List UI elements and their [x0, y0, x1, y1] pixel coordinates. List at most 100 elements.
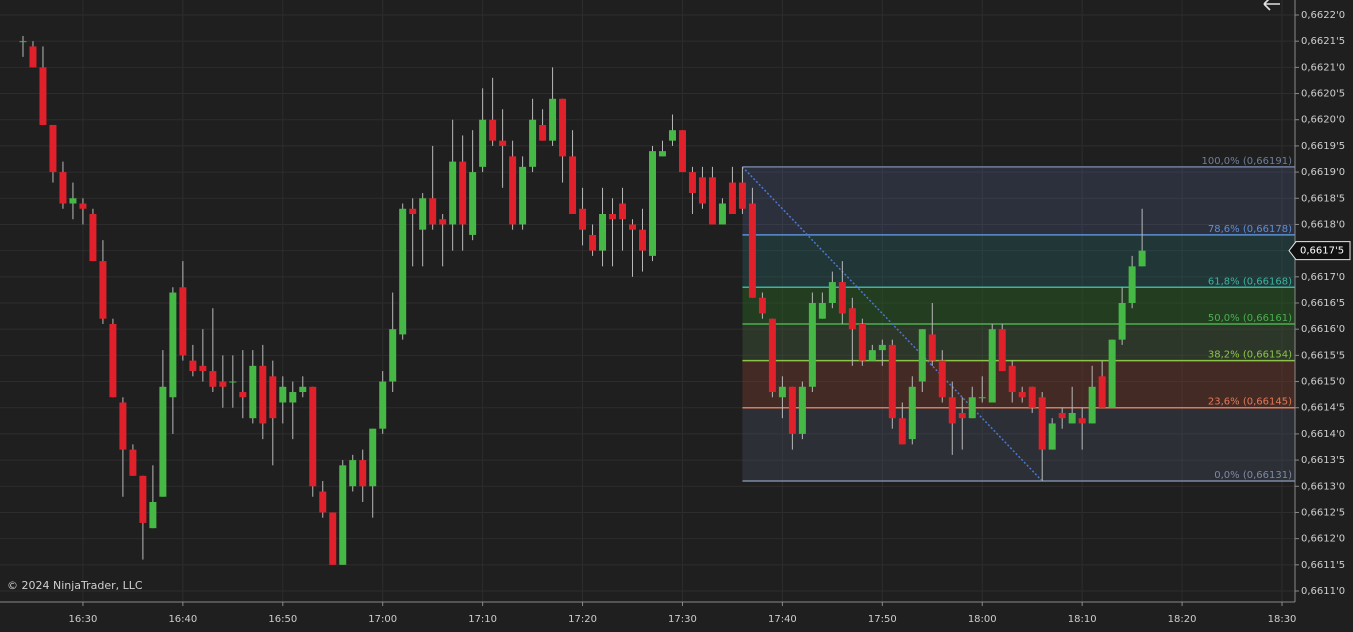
- fib-label: 50,0% (0,66161): [1208, 313, 1292, 324]
- fib-band: [742, 166, 1295, 235]
- candle-body: [629, 224, 637, 230]
- candle-body: [319, 491, 327, 513]
- candle-body: [908, 386, 916, 440]
- candle-body: [189, 360, 197, 372]
- y-tick-label: 0,6615'0: [1301, 377, 1345, 388]
- candle-body: [269, 376, 277, 419]
- candle-body: [29, 46, 37, 68]
- candle-body: [289, 392, 297, 403]
- candle-body: [379, 381, 387, 429]
- candle-body: [229, 381, 237, 383]
- candle-body: [798, 386, 806, 434]
- y-tick-label: 0,6621'5: [1301, 36, 1345, 47]
- candle-body: [519, 166, 527, 225]
- candle-body: [1078, 418, 1086, 424]
- y-tick-label: 0,6613'5: [1301, 455, 1345, 466]
- candle-body: [708, 177, 716, 225]
- fib-label: 61,8% (0,66168): [1208, 276, 1292, 287]
- candle-body: [678, 130, 686, 173]
- y-tick-label: 0,6618'0: [1301, 219, 1345, 230]
- candle-body: [529, 119, 537, 167]
- x-tick-label: 18:10: [1068, 614, 1097, 625]
- y-tick-label: 0,6615'5: [1301, 350, 1345, 361]
- candle-body: [778, 386, 786, 398]
- candle-body: [169, 292, 177, 398]
- y-tick-label: 0,6619'0: [1301, 167, 1345, 178]
- candle-body: [619, 203, 627, 220]
- candle-body: [718, 203, 726, 225]
- candle-body: [918, 329, 926, 382]
- candle-body: [409, 208, 417, 214]
- candle-body: [329, 512, 337, 565]
- candle-body: [1098, 376, 1106, 408]
- candle-body: [599, 213, 607, 251]
- candle-body: [389, 329, 397, 382]
- candle-body: [988, 329, 996, 403]
- last-price-box: [1288, 241, 1351, 261]
- candle-body: [419, 198, 427, 230]
- x-tick-label: 17:20: [568, 614, 597, 625]
- candle-body: [49, 124, 57, 173]
- candle-body: [239, 392, 247, 398]
- y-tick-label: 0,6614'0: [1301, 429, 1345, 440]
- y-tick-label: 0,6618'5: [1301, 193, 1345, 204]
- candle-body: [1028, 386, 1036, 408]
- candle-body: [209, 371, 217, 387]
- candle-body: [359, 460, 367, 487]
- candle-body: [559, 98, 567, 157]
- candle-body: [79, 203, 87, 209]
- candle-body: [968, 397, 976, 419]
- candle-body: [788, 386, 796, 434]
- back-arrow[interactable]: [1263, 0, 1280, 11]
- candle-body: [299, 386, 307, 393]
- candle-body: [1048, 423, 1056, 450]
- candle-body: [139, 475, 147, 523]
- fib-label: 100,0% (0,66191): [1202, 156, 1293, 167]
- y-tick-label: 0,6616'0: [1301, 324, 1345, 335]
- candle-body: [878, 344, 886, 351]
- candle-body: [838, 282, 846, 314]
- candle-body: [279, 386, 287, 403]
- candle-body: [259, 365, 267, 424]
- candle-body: [639, 229, 647, 251]
- candle-body: [848, 308, 856, 330]
- candle-body: [569, 156, 577, 214]
- candle-body: [1108, 339, 1116, 408]
- fib-band: [742, 360, 1295, 408]
- candle-body: [469, 172, 477, 235]
- y-tick-label: 0,6611'0: [1301, 586, 1345, 597]
- candle-body: [758, 297, 766, 314]
- y-tick-label: 0,6612'5: [1301, 507, 1345, 518]
- candle-body: [179, 287, 187, 356]
- x-tick-label: 16:40: [168, 614, 197, 625]
- candle-body: [1068, 412, 1076, 424]
- candle-body: [439, 219, 447, 225]
- x-tick-label: 16:30: [69, 614, 98, 625]
- candle-body: [688, 172, 696, 194]
- candle-body: [978, 397, 986, 399]
- candle-body: [738, 182, 746, 209]
- candle-body: [658, 151, 666, 157]
- candle-body: [1058, 412, 1066, 419]
- candle-body: [1118, 303, 1126, 340]
- candle-body: [69, 198, 77, 204]
- y-tick-label: 0,6611'5: [1301, 560, 1345, 571]
- candle-body: [309, 386, 317, 487]
- candle-body: [129, 449, 137, 476]
- candle-body: [109, 323, 117, 398]
- last-price-label: 0,6617'5: [1300, 246, 1344, 257]
- candle-body: [1088, 386, 1096, 424]
- candle-body: [99, 261, 107, 319]
- candle-body: [1138, 250, 1146, 267]
- candle-body: [89, 213, 97, 262]
- fib-band: [742, 234, 1295, 288]
- fib-label: 78,6% (0,66178): [1208, 224, 1292, 235]
- candle-body: [589, 234, 597, 251]
- candle-body: [998, 329, 1006, 372]
- candle-body: [39, 67, 47, 125]
- fib-label: 38,2% (0,66154): [1208, 350, 1292, 361]
- candle-body: [489, 119, 497, 141]
- fib-trend: [741, 166, 1043, 482]
